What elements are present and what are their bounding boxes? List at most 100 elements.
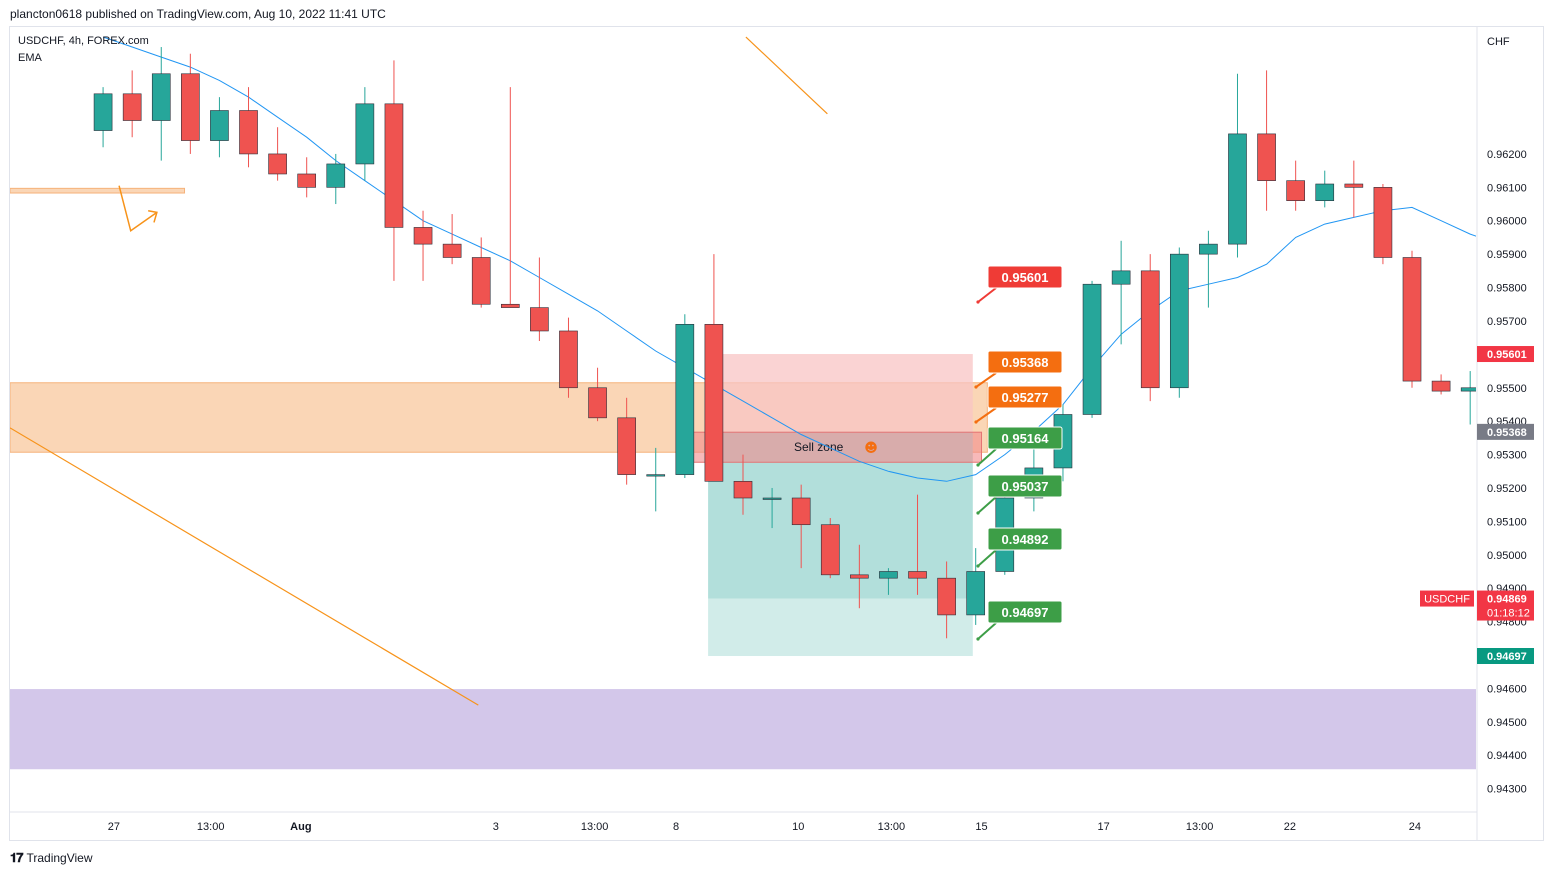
candle[interactable] — [1111, 240, 1131, 345]
candle[interactable] — [588, 367, 607, 422]
candle[interactable] — [530, 257, 549, 341]
candle-body — [1140, 270, 1160, 389]
callout-dot — [974, 420, 978, 424]
candle[interactable] — [210, 97, 229, 158]
candle[interactable] — [1373, 184, 1393, 265]
candle[interactable] — [471, 237, 491, 308]
y-tick-label: 0.96000 — [1487, 216, 1527, 228]
x-tick-label: 8 — [673, 821, 679, 833]
y-tick-label: 0.94400 — [1487, 750, 1527, 762]
candle[interactable] — [733, 454, 753, 515]
top-trendline[interactable] — [745, 36, 828, 115]
candle[interactable] — [850, 544, 869, 609]
profit-area[interactable] — [708, 598, 973, 657]
candle[interactable] — [151, 47, 171, 161]
stop-loss-area[interactable] — [708, 354, 973, 432]
candle[interactable] — [93, 87, 113, 148]
price-callout[interactable]: 0.95601 — [976, 265, 1063, 304]
footer-brand[interactable]: 𝟏𝟕 TradingView — [10, 850, 93, 866]
candle[interactable] — [617, 397, 636, 485]
axis-price-mark[interactable]: 0.95368 — [1477, 423, 1534, 440]
axis-price-mark[interactable]: 0.94697 — [1477, 648, 1534, 665]
callout-dot — [976, 300, 980, 304]
candle[interactable] — [442, 214, 462, 265]
candle-body — [1257, 133, 1276, 181]
candle[interactable] — [1548, 288, 1554, 428]
candle[interactable] — [675, 314, 695, 478]
candle-body — [820, 524, 840, 576]
candle-body — [1519, 364, 1537, 377]
smiley-icon: ☻ — [864, 441, 878, 456]
callout-pointer — [977, 287, 997, 303]
candle-body — [1315, 183, 1335, 202]
candle[interactable] — [908, 494, 927, 595]
candle[interactable] — [384, 60, 404, 281]
candle-body — [791, 497, 811, 526]
candle[interactable] — [1199, 230, 1218, 308]
candle-body — [297, 173, 317, 188]
sell-zone-box[interactable] — [693, 431, 983, 463]
candle[interactable] — [937, 561, 956, 639]
top-zone[interactable] — [10, 187, 186, 194]
descending-trendline[interactable] — [10, 427, 479, 706]
candle[interactable] — [1315, 170, 1335, 208]
price-callout[interactable]: 0.95277 — [974, 385, 1063, 424]
candle[interactable] — [762, 487, 782, 529]
candle[interactable] — [1460, 371, 1479, 425]
candle[interactable] — [879, 568, 898, 595]
callout-box — [987, 350, 1063, 374]
x-tick-label: 17 — [1098, 821, 1110, 833]
candle[interactable] — [820, 518, 840, 579]
candle[interactable] — [704, 254, 724, 482]
candle[interactable] — [122, 70, 142, 138]
candle[interactable] — [1140, 254, 1160, 402]
candle[interactable] — [1431, 374, 1451, 395]
candle-body — [1344, 183, 1364, 188]
axis-price-mark[interactable]: 0.95601 — [1477, 346, 1534, 363]
candle[interactable] — [1344, 160, 1364, 218]
candle-body — [646, 474, 666, 477]
callout-pointer — [977, 622, 997, 640]
price-callout[interactable]: 0.95037 — [976, 474, 1063, 515]
candle[interactable] — [355, 87, 375, 181]
candle-body — [442, 243, 462, 258]
support-zone[interactable] — [10, 689, 1476, 770]
candle[interactable] — [1257, 70, 1276, 211]
candle[interactable] — [181, 53, 200, 154]
candle[interactable] — [268, 127, 287, 181]
x-tick-label: 13:00 — [878, 821, 906, 833]
y-tick-label: 0.95100 — [1487, 516, 1527, 528]
current-price-marker[interactable]: USDCHF 0.94869 01:18:12 — [1420, 590, 1534, 621]
candle-body — [1402, 257, 1422, 382]
symbol-legend[interactable]: USDCHF, 4h, FOREX.com — [18, 35, 149, 47]
candle[interactable] — [297, 157, 317, 198]
candle[interactable] — [1402, 250, 1422, 388]
current-price-value: 0.94869 — [1487, 594, 1527, 606]
x-tick-label: 24 — [1409, 821, 1421, 833]
price-callout[interactable]: 0.95368 — [974, 350, 1063, 389]
candle[interactable] — [1228, 73, 1247, 258]
candle[interactable] — [791, 484, 811, 569]
candle[interactable] — [500, 87, 520, 308]
price-callout[interactable]: 0.94892 — [976, 527, 1063, 568]
axis-mark-box — [1477, 346, 1534, 363]
candle[interactable] — [1169, 247, 1189, 398]
candle[interactable] — [326, 153, 346, 205]
candle[interactable] — [239, 87, 258, 168]
price-callout[interactable]: 0.95164 — [976, 426, 1063, 467]
callout-value: 0.95601 — [1002, 270, 1049, 285]
candle[interactable] — [1082, 280, 1102, 418]
arrow-drawing[interactable] — [118, 185, 158, 233]
candle[interactable] — [413, 210, 433, 281]
candle[interactable] — [559, 317, 578, 398]
axis-currency-label: CHF — [1487, 36, 1510, 48]
price-callout[interactable]: 0.94697 — [976, 600, 1063, 641]
x-tick-label: 22 — [1284, 821, 1296, 833]
candle[interactable] — [966, 548, 986, 625]
candle[interactable] — [1286, 160, 1305, 211]
candle[interactable] — [646, 447, 666, 512]
callout-dot — [976, 637, 980, 641]
indicator-legend[interactable]: EMA — [18, 52, 42, 64]
y-tick-label: 0.94600 — [1487, 683, 1527, 695]
